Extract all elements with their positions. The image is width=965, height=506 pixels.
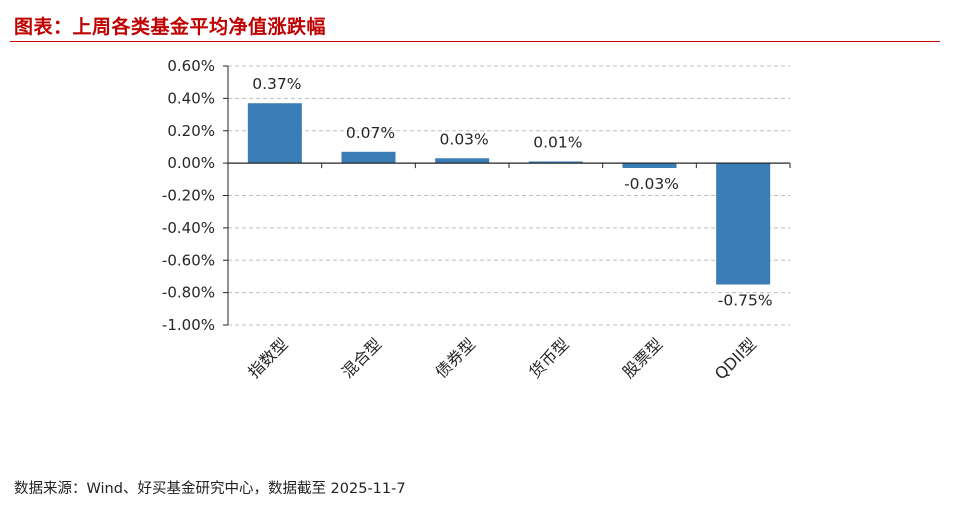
data-label: 0.37%: [252, 75, 301, 93]
x-tick-label: 混合型: [338, 334, 385, 381]
title-divider: [10, 41, 940, 42]
bar-0: [247, 103, 302, 164]
y-tick-label: -0.80%: [162, 284, 215, 302]
bar-1: [341, 151, 396, 164]
x-tick-label: 股票型: [619, 334, 666, 381]
bar-5: [716, 163, 771, 285]
y-tick-label: -0.20%: [162, 187, 215, 205]
bar-2: [435, 158, 490, 164]
y-tick-label: -0.40%: [162, 219, 215, 237]
y-tick-label: -0.60%: [162, 251, 215, 269]
figure-title: 图表：上周各类基金平均净值涨跌幅: [14, 16, 327, 38]
y-tick-label: 0.40%: [167, 89, 215, 107]
x-tick-label: 债券型: [432, 334, 479, 381]
x-tick-label: 货币型: [525, 334, 572, 381]
y-tick-label: 0.00%: [167, 154, 215, 172]
data-label: -0.75%: [718, 292, 773, 310]
y-tick-label: 0.20%: [167, 122, 215, 140]
source-note: 数据来源：Wind、好买基金研究中心，数据截至 2025-11-7: [14, 481, 406, 497]
data-label: 0.03%: [440, 130, 489, 148]
bar-3: [528, 161, 583, 164]
data-label: -0.03%: [624, 175, 679, 193]
data-label: 0.01%: [533, 134, 582, 152]
x-tick-label: 指数型: [244, 334, 291, 381]
bar-4: [622, 163, 677, 168]
y-tick-label: -1.00%: [162, 316, 215, 334]
data-label: 0.07%: [346, 124, 395, 142]
x-tick-label: QDII型: [711, 334, 760, 383]
bar-chart: 0.60% 0.40% 0.20% 0.00% -0.20% -0.40% -0.60% -0…: [162, 57, 791, 383]
y-tick-label: 0.60%: [167, 57, 215, 75]
